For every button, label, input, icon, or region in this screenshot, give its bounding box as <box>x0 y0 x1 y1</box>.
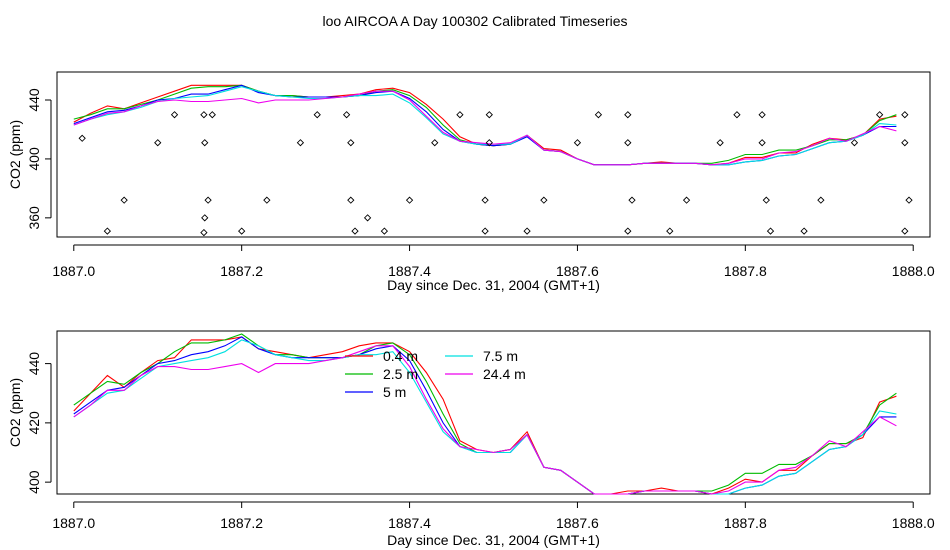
panel-top-scatter-point <box>624 111 632 119</box>
panel-top-scatter-point <box>682 196 691 204</box>
panel-top-scatter-point <box>485 139 493 147</box>
panel-top-scatter-point <box>200 111 208 119</box>
panel-top-scatter-point <box>208 111 216 119</box>
panel-top-frame <box>56 71 931 238</box>
panel-top-x-tick-label: 1887.6 <box>556 263 599 279</box>
panel-top-scatter-point <box>624 139 632 147</box>
panel-top-scatter-point <box>263 196 271 204</box>
panel-top-scatter-point <box>628 196 636 204</box>
panel-top-scatter-point <box>905 196 913 204</box>
panel-bottom-series-line <box>73 339 897 495</box>
panel-bottom-y-axis-label: CO2 (ppm) <box>7 378 23 447</box>
panel-bottom-series-line <box>73 345 897 495</box>
panel-bottom-legend-label: 5 m <box>383 384 406 400</box>
panel-bottom-legend-label: 7.5 m <box>483 348 518 364</box>
panel-top-series-line <box>73 90 897 166</box>
panel-top-series-line <box>73 84 897 166</box>
panel-top-x-tick-label: 1887.2 <box>220 263 263 279</box>
panel-top-scatter-point <box>762 196 770 204</box>
panel-bottom-x-tick-label: 1888.0 <box>892 515 935 531</box>
panel-top-scatter-point <box>875 111 884 119</box>
panel-top-scatter-point <box>296 139 305 147</box>
panel-top-scatter-point <box>481 196 489 204</box>
panel-bottom-legend-label: 0.4 m <box>383 348 418 364</box>
panel-top-scatter-point <box>431 139 439 147</box>
panel-bottom-legend-label: 24.4 m <box>483 366 526 382</box>
panel-top-scatter-point <box>204 196 212 204</box>
panel-top-scatter-point <box>456 111 464 119</box>
panel-top-scatter-point <box>78 134 86 142</box>
panel-top-scatter-point <box>901 139 909 147</box>
panel-top-scatter-point <box>347 139 355 147</box>
panel-top-scatter-point <box>901 111 909 119</box>
panel-top-scatter-point <box>200 228 208 237</box>
panel-top-scatter-point <box>523 227 531 235</box>
panel-bottom-x-tick-label: 1887.2 <box>220 515 263 531</box>
panel-top-scatter-point <box>170 111 179 119</box>
panel-top-scatter-point <box>666 227 674 235</box>
panel-top-scatter-point <box>733 111 741 119</box>
panel-bottom-x-axis-label: Day since Dec. 31, 2004 (GMT+1) <box>387 532 600 548</box>
panel-top-scatter-point <box>405 196 414 204</box>
panel-top-scatter-point <box>758 139 766 147</box>
panel-top-scatter-point <box>154 139 162 147</box>
panel-top-scatter-point <box>120 196 128 204</box>
panel-bottom-y-tick-label: 440 <box>26 352 42 376</box>
panel-top-series-line <box>73 86 897 166</box>
panel-top-scatter-point <box>363 214 372 222</box>
panel-top-series-line <box>73 84 897 166</box>
panel-bottom-x-tick-label: 1887.8 <box>724 515 767 531</box>
panel-top-scatter-point <box>347 196 355 204</box>
panel-top-scatter-point <box>238 227 246 235</box>
panel-bottom-x-tick-label: 1887.6 <box>556 515 599 531</box>
panel-top-scatter-point <box>817 196 825 204</box>
panel-top-scatter-point <box>103 227 112 235</box>
panel-top-scatter-point <box>485 111 493 119</box>
panel-top-x-tick-label: 1887.8 <box>724 263 767 279</box>
panel-top-scatter-point <box>573 139 582 147</box>
panel-top-y-axis-label: CO2 (ppm) <box>7 120 23 189</box>
panel-top-y-tick-label: 400 <box>26 147 42 171</box>
panel-top-scatter-point <box>901 227 909 235</box>
panel-top-x-axis-label: Day since Dec. 31, 2004 (GMT+1) <box>387 277 600 293</box>
panel-top-scatter-point <box>800 227 808 235</box>
panel-top-y-tick-label: 360 <box>26 206 42 230</box>
panel-bottom-x-tick-label: 1887.0 <box>52 515 95 531</box>
panel-top-scatter-point <box>624 227 632 235</box>
panel-top-scatter-point <box>342 111 351 119</box>
chart-title: loo AIRCOA A Day 100302 Calibrated Times… <box>322 13 627 29</box>
panel-top-scatter-point <box>481 227 489 235</box>
panel-top-scatter-point <box>716 139 724 147</box>
panel-top-x-tick-label: 1888.0 <box>892 263 935 279</box>
panel-top-scatter-point <box>201 139 209 147</box>
panel-top-scatter-point <box>758 111 766 119</box>
panel-top-scatter-point <box>380 227 389 235</box>
panel-top-y-tick-label: 440 <box>26 88 42 112</box>
panel-top-scatter-point <box>540 196 548 204</box>
panel-bottom-y-tick-label: 420 <box>26 411 42 435</box>
panel-top-scatter-point <box>594 111 603 119</box>
panel-top-x-tick-label: 1887.4 <box>388 263 431 279</box>
panel-top-scatter-point <box>766 227 775 235</box>
panel-top-series-line <box>73 84 897 166</box>
panel-top-x-tick-label: 1887.0 <box>52 263 95 279</box>
panel-bottom-frame <box>56 330 931 495</box>
panel-top-scatter-point <box>201 214 209 222</box>
panel-bottom-x-tick-label: 1887.4 <box>388 515 431 531</box>
panel-top-scatter-point <box>313 111 321 119</box>
panel-bottom-legend-label: 2.5 m <box>383 366 418 382</box>
panel-top-scatter-point <box>351 227 359 235</box>
panel-bottom-y-tick-label: 400 <box>26 470 42 494</box>
panel-top-scatter-point <box>850 139 859 147</box>
